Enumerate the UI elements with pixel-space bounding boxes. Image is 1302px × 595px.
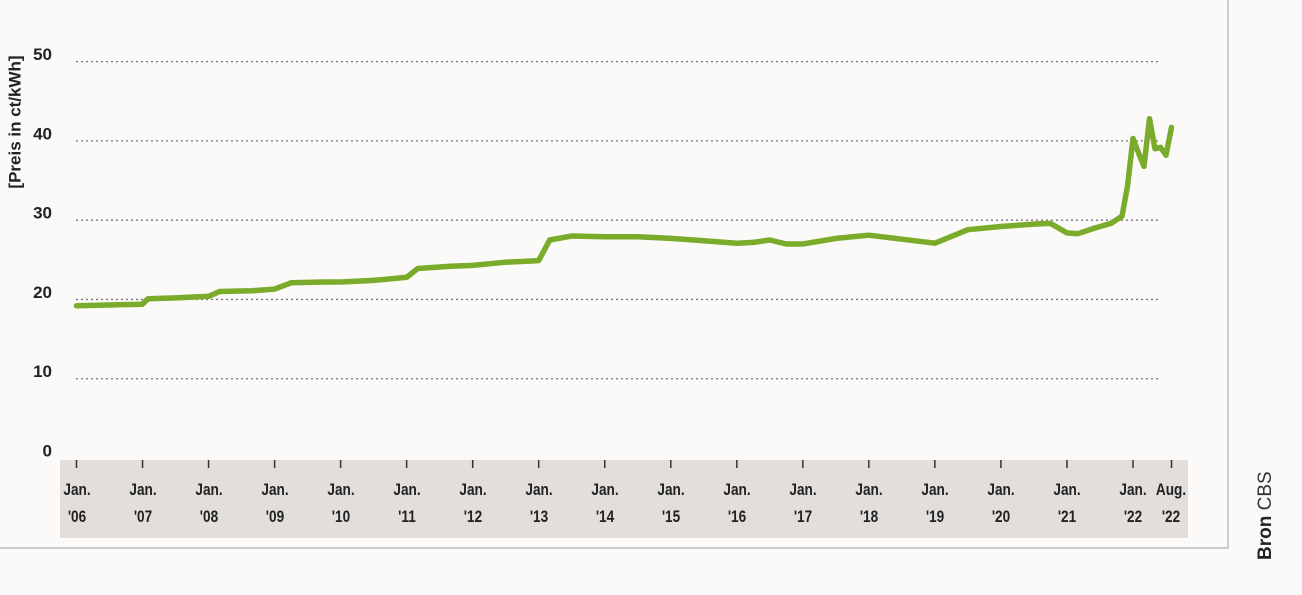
x-tick-label: Jan. '19	[921, 480, 949, 526]
data-line	[73, 115, 1175, 309]
x-tick-label: Jan. '22	[1119, 480, 1147, 526]
x-tick-label: Jan. '08	[194, 480, 223, 526]
x-tick-label: Jan. '12	[459, 480, 487, 526]
frame	[0, 0, 1229, 549]
y-tick-label: 20	[33, 283, 52, 302]
x-tick-label: Jan. '10	[326, 480, 355, 526]
x-tick-label: Jan. '21	[1053, 480, 1081, 526]
y-tick-label: 40	[33, 124, 52, 143]
x-tick-label: Jan. '15	[657, 480, 685, 526]
x-tick-label: Jan. '16	[723, 480, 751, 526]
source: Bron CBS	[1255, 471, 1276, 560]
x-tick-label: Jan. '13	[525, 480, 553, 526]
y-tick-label: 0	[43, 441, 52, 460]
x-tick-label: Aug. '22	[1156, 480, 1187, 526]
x-tick-label: Jan. '18	[855, 480, 883, 526]
x-tick-label: Jan. '09	[260, 480, 289, 526]
x-tick-label: Jan. '06	[62, 480, 91, 526]
x-axis-band	[60, 460, 1188, 538]
x-tick-label: Jan. '07	[128, 480, 157, 526]
y-tick-label: 30	[33, 204, 52, 223]
y-tick-label: 50	[33, 45, 52, 64]
x-tick-label: Jan. '11	[393, 480, 421, 526]
y-tick-label: 10	[33, 362, 52, 381]
source-name: CBS	[1255, 471, 1276, 510]
x-tick-label: Jan. '14	[591, 480, 619, 526]
x-tick-label: Jan. '20	[987, 480, 1015, 526]
y-axis-label: [Preis in ct/kWh]	[5, 55, 24, 188]
source-label: Bron	[1255, 516, 1276, 560]
x-tick-label: Jan. '17	[789, 480, 817, 526]
